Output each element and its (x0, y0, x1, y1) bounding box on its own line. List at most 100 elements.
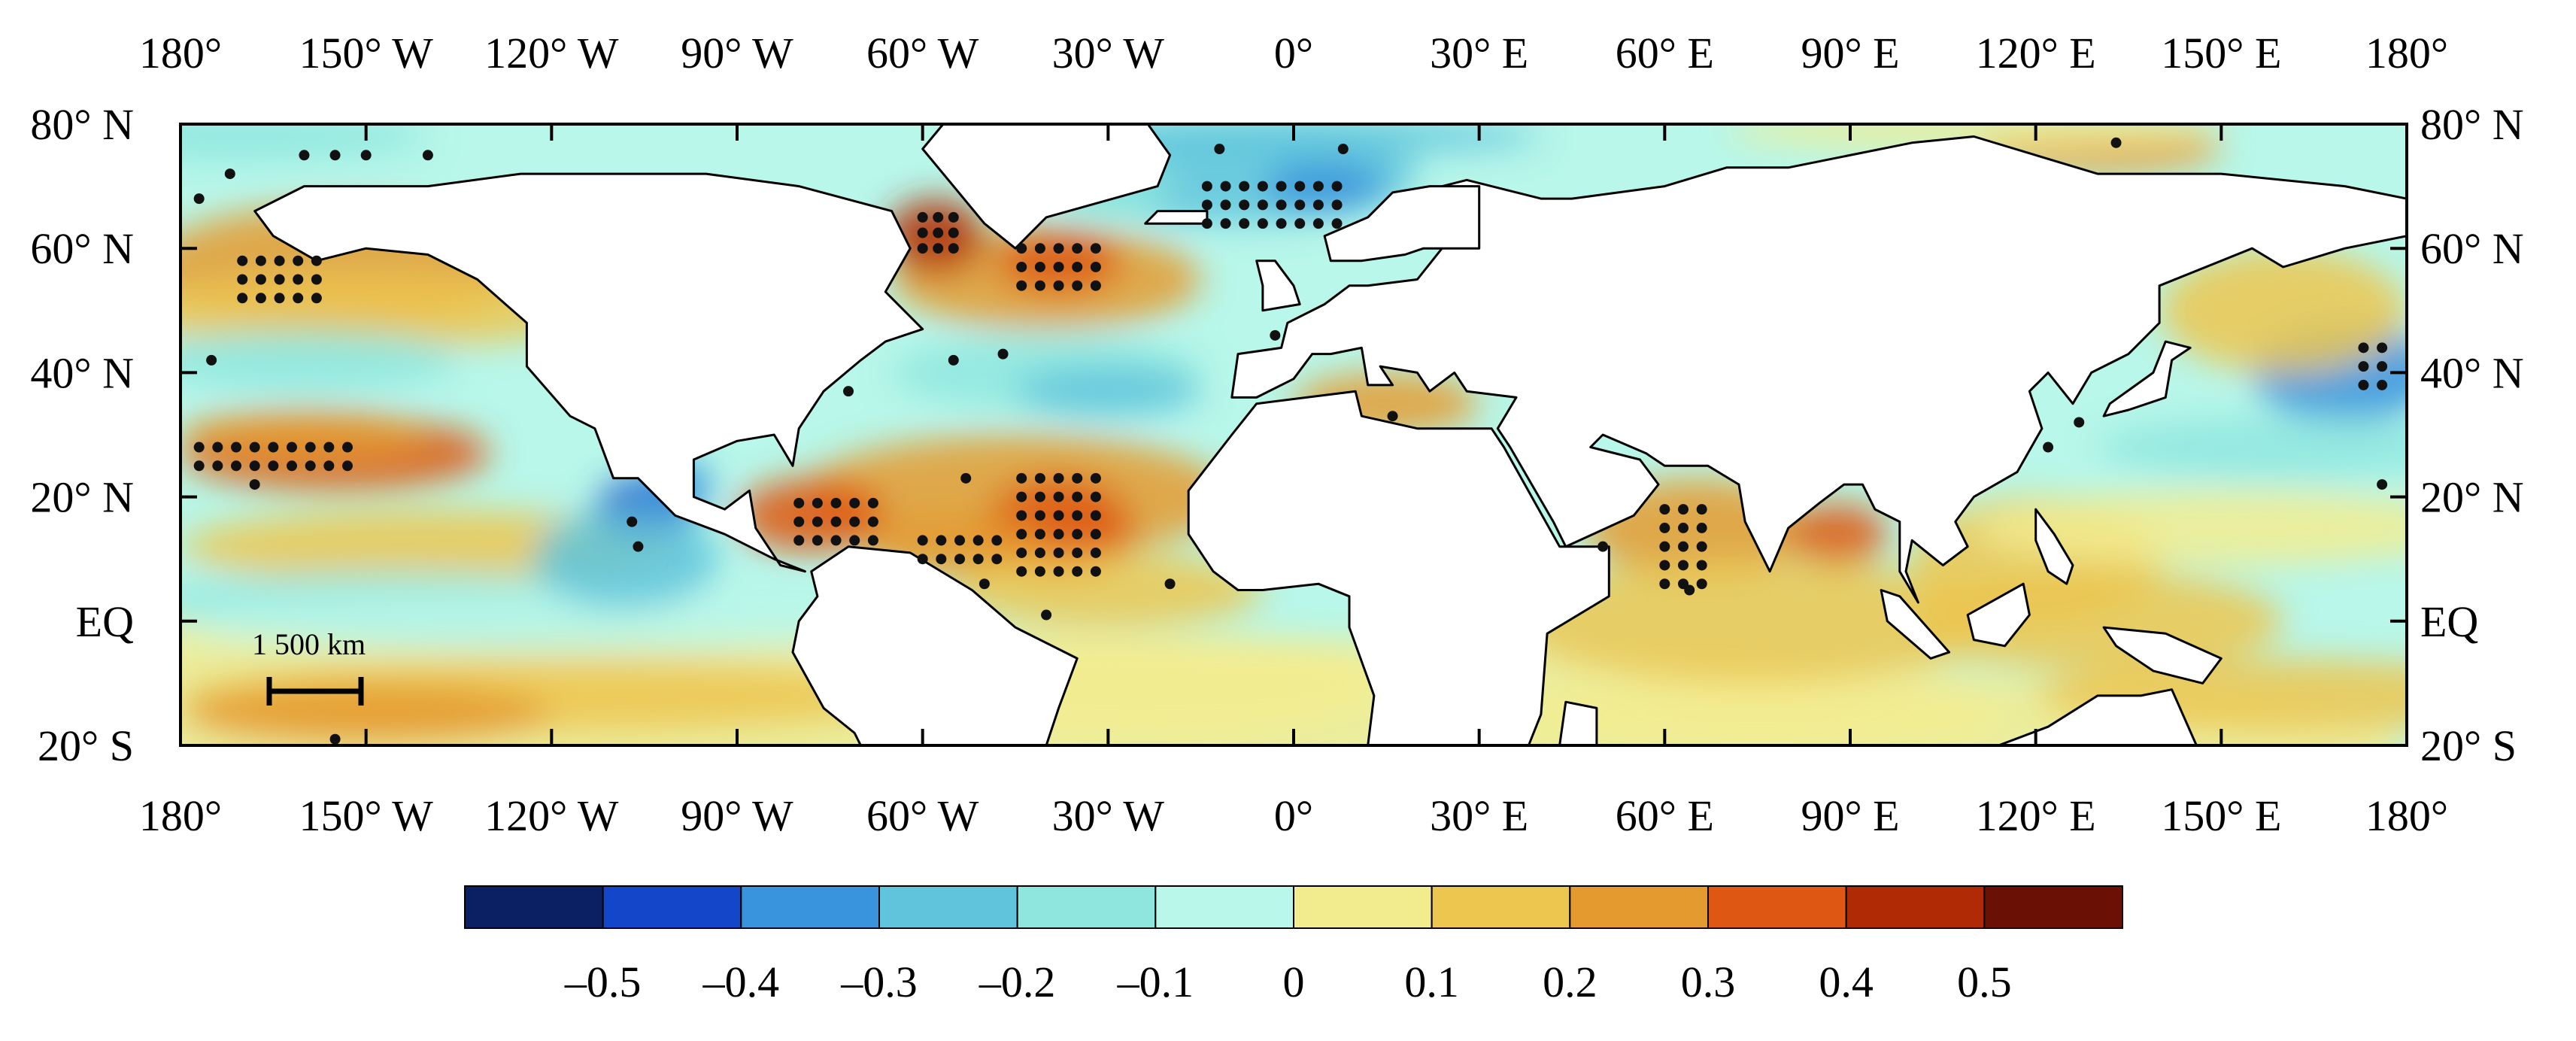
significance-dot (212, 460, 223, 472)
land-north-america (253, 172, 924, 573)
significance-dot (305, 460, 316, 472)
significance-dot (1041, 609, 1052, 621)
significance-dot (2377, 379, 2388, 390)
significance-dot (948, 211, 959, 223)
significance-dot (249, 479, 260, 490)
significance-dot (237, 293, 248, 304)
significance-stippling (193, 137, 2388, 745)
significance-dot (1201, 181, 1212, 192)
significance-dot (2074, 417, 2085, 428)
x-tick-label-bottom: 60° W (866, 791, 979, 840)
significance-dot (843, 386, 854, 397)
significance-dot (360, 150, 372, 161)
y-tick-label-right: 20° S (2420, 721, 2517, 770)
significance-dot (1090, 472, 1101, 484)
field-blob (953, 552, 1263, 628)
significance-dot (255, 274, 266, 285)
significance-dot (1331, 218, 1343, 229)
field-blob (1788, 502, 1888, 566)
significance-dot (1034, 472, 1045, 484)
significance-dot (849, 535, 860, 546)
significance-dot (991, 554, 1003, 565)
colorbar-tick-label: 0.1 (1404, 958, 1459, 1006)
significance-dot (1090, 491, 1101, 502)
x-tick-label-bottom: 150° E (2161, 791, 2281, 840)
significance-dot (1053, 566, 1064, 577)
scale-bar: 1 500 km (252, 627, 366, 706)
significance-dot (287, 442, 297, 453)
x-tick-label-top: 120° E (1976, 29, 2096, 77)
significance-dot (274, 293, 285, 304)
significance-dot (1016, 261, 1027, 272)
colorbar-swatch (1983, 885, 2123, 929)
colorbar-tick-label: –0.3 (840, 958, 918, 1006)
land-mask (253, 124, 2407, 745)
significance-dot (274, 255, 285, 266)
colorbar-tick-label: 0 (1283, 958, 1305, 1006)
significance-dot (1684, 584, 1695, 596)
significance-dot (1016, 472, 1027, 484)
significance-dot (1678, 522, 1689, 533)
significance-dot (249, 442, 260, 453)
colorbar-tick-label: –0.2 (979, 958, 1056, 1006)
colorbar-swatch (1707, 885, 1847, 929)
significance-dot (1312, 199, 1324, 211)
field-blob (181, 329, 459, 392)
x-axis-top: 180° 150° W 120° W 90° W 60° W 30° W 0° 30° E 60… (139, 29, 2448, 77)
significance-dot (812, 535, 823, 546)
x-tick-label-bottom: 0° (1274, 791, 1313, 840)
x-tick-label-bottom: 30° W (1052, 791, 1165, 840)
significance-dot (287, 460, 297, 472)
significance-dot (1201, 218, 1212, 229)
significance-dot (249, 460, 260, 472)
x-tick-label-bottom: 90° E (1801, 791, 1899, 840)
significance-dot (2358, 379, 2369, 390)
colorbar-swatch (1431, 885, 1571, 929)
significance-dot (933, 243, 944, 254)
land-borneo (1966, 582, 2031, 648)
significance-dot (1053, 510, 1064, 521)
y-tick-label-left: 20° S (38, 721, 134, 770)
significance-dot (329, 150, 341, 161)
significance-dot (979, 578, 990, 590)
land-sumatra (1880, 589, 1951, 660)
colorbar-swatch (1293, 885, 1433, 929)
colorbar-swatch (878, 885, 1018, 929)
y-tick-label-right: 20° N (2420, 473, 2524, 522)
significance-dot (867, 516, 878, 527)
y-axis-right: 80° N 60° N 40° N 20° N EQ 20° S (2420, 100, 2524, 770)
significance-dot (342, 460, 353, 472)
significance-dot (1016, 566, 1027, 577)
land-south-america (791, 545, 1079, 745)
significance-dot (1659, 560, 1670, 571)
colorbar-tick-label: –0.5 (564, 958, 642, 1006)
y-tick-label-right: EQ (2420, 597, 2478, 646)
significance-dot (830, 497, 842, 508)
significance-dot (936, 535, 947, 546)
significance-dot (193, 442, 205, 453)
scale-bar-label: 1 500 km (252, 627, 366, 661)
significance-dot (1214, 144, 1225, 155)
land-australia (1997, 688, 2198, 745)
y-tick-label-right: 80° N (2420, 100, 2524, 149)
significance-dot (305, 442, 316, 453)
significance-dot (1337, 144, 1349, 155)
significance-dot (954, 535, 965, 546)
significance-dot (1016, 529, 1027, 540)
axis-ticks (179, 123, 2408, 747)
significance-dot (1016, 491, 1027, 502)
significance-dot (1164, 578, 1176, 590)
y-axis-left: 80° N 60° N 40° N 20° N EQ 20° S (30, 100, 134, 770)
significance-dot (1053, 547, 1064, 558)
x-tick-label-top: 60° W (866, 29, 979, 77)
x-tick-label-top: 30° W (1052, 29, 1165, 77)
significance-dot (1270, 329, 1281, 341)
significance-dot (293, 255, 304, 266)
significance-dot (1090, 510, 1101, 521)
significance-dot (972, 554, 984, 565)
x-tick-label-top: 120° W (484, 29, 619, 77)
x-tick-label-top: 30° E (1430, 29, 1528, 77)
significance-dot (1072, 510, 1083, 521)
significance-dot (633, 541, 644, 552)
significance-dot (1034, 280, 1045, 291)
